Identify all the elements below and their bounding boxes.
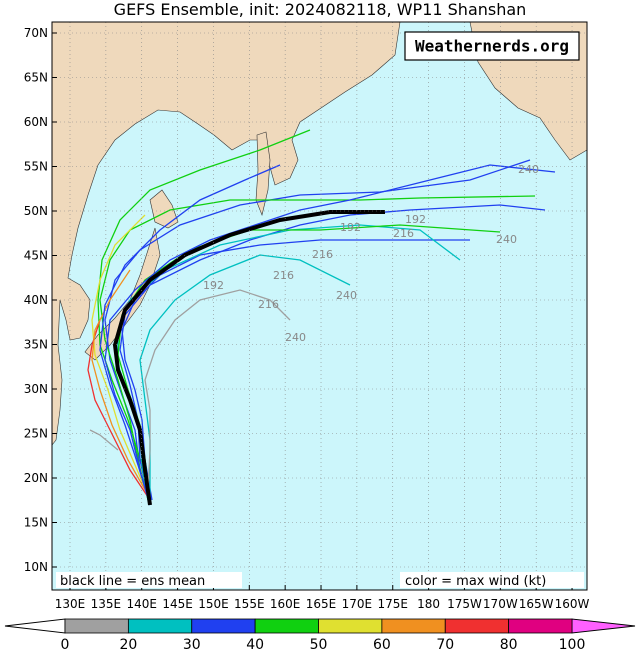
legend-box bbox=[400, 572, 584, 588]
lon-label: 130E bbox=[55, 597, 86, 611]
lon-label: 175W bbox=[447, 597, 482, 611]
colorbar-label: 50 bbox=[310, 637, 328, 653]
lat-label: 65N bbox=[24, 71, 48, 85]
lat-label: 40N bbox=[24, 293, 48, 307]
colorbar-segment bbox=[64, 618, 129, 634]
hour-label: 192 bbox=[405, 213, 426, 226]
colorbar-label: 40 bbox=[246, 637, 264, 653]
colorbar-over bbox=[571, 618, 636, 634]
colorbar-label: 20 bbox=[119, 637, 137, 653]
hour-label: 216 bbox=[393, 227, 414, 240]
lon-label: 165E bbox=[306, 597, 337, 611]
hour-label: 240 bbox=[496, 233, 517, 246]
colorbar-label: 80 bbox=[500, 637, 518, 653]
lat-label: 20N bbox=[24, 471, 48, 485]
legend-right: color = max wind (kt) bbox=[405, 574, 546, 589]
lon-label: 180 bbox=[417, 597, 440, 611]
lon-label: 175E bbox=[377, 597, 408, 611]
graticule bbox=[52, 22, 587, 590]
lon-label: 145E bbox=[162, 597, 193, 611]
title: GEFS Ensemble, init: 2024082118, WP11 Sh… bbox=[114, 0, 527, 19]
colorbar: 0 20 30 40 50 60 70 80 100 bbox=[4, 618, 636, 653]
lon-label: 135E bbox=[91, 597, 122, 611]
hour-label: 240 bbox=[336, 289, 357, 302]
hour-label: 216 bbox=[273, 269, 294, 282]
lon-label: 170W bbox=[483, 597, 518, 611]
colorbar-under bbox=[4, 618, 66, 634]
lat-label: 15N bbox=[24, 516, 48, 530]
legend-box bbox=[56, 572, 242, 588]
colorbar-label: 60 bbox=[373, 637, 391, 653]
lat-label: 30N bbox=[24, 382, 48, 396]
lat-label: 35N bbox=[24, 338, 48, 352]
colorbar-label: 70 bbox=[436, 637, 454, 653]
lat-label: 55N bbox=[24, 160, 48, 174]
colorbar-segment bbox=[127, 618, 193, 634]
colorbar-segment bbox=[508, 618, 573, 634]
colorbar-segment bbox=[318, 618, 383, 634]
hour-label: 240 bbox=[518, 163, 539, 176]
colorbar-label: 30 bbox=[183, 637, 201, 653]
lat-label: 50N bbox=[24, 204, 48, 218]
lat-label: 60N bbox=[24, 115, 48, 129]
lon-label: 165W bbox=[519, 597, 554, 611]
watermark: Weathernerds.org bbox=[415, 37, 569, 56]
map-frame bbox=[51, 21, 588, 591]
hour-label: 192 bbox=[340, 221, 361, 234]
lon-label: 170E bbox=[342, 597, 373, 611]
lon-label: 160W bbox=[555, 597, 590, 611]
hour-label: 240 bbox=[285, 331, 306, 344]
colorbar-segment bbox=[381, 618, 446, 634]
forecast-hour-labels: 240 240 240 240 216 216 216 216 192 192 … bbox=[203, 163, 539, 344]
lon-label: 160E bbox=[270, 597, 301, 611]
colorbar-label: 100 bbox=[559, 637, 586, 653]
hour-label: 216 bbox=[312, 248, 333, 261]
watermark-box bbox=[404, 31, 580, 61]
colorbar-segment bbox=[444, 618, 510, 634]
lon-label: 150E bbox=[198, 597, 229, 611]
hour-label: 192 bbox=[203, 279, 224, 292]
lat-label: 10N bbox=[24, 560, 48, 574]
lon-label: 140E bbox=[126, 597, 157, 611]
colorbar-segment bbox=[254, 618, 319, 634]
lon-label: 155E bbox=[234, 597, 265, 611]
ensemble-mean-track bbox=[112, 210, 385, 506]
hour-label: 216 bbox=[258, 298, 279, 311]
colorbar-label: 0 bbox=[61, 637, 70, 653]
colorbar-segment bbox=[191, 618, 256, 634]
legend-left: black line = ens mean bbox=[60, 574, 205, 589]
lat-label: 70N bbox=[24, 26, 48, 40]
lat-label: 45N bbox=[24, 249, 48, 263]
lat-label: 25N bbox=[24, 427, 48, 441]
